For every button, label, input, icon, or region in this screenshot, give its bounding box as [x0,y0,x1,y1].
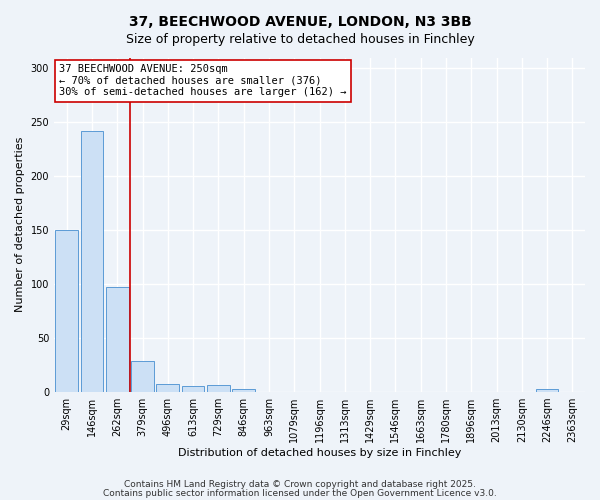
Text: 37 BEECHWOOD AVENUE: 250sqm
← 70% of detached houses are smaller (376)
30% of se: 37 BEECHWOOD AVENUE: 250sqm ← 70% of det… [59,64,347,98]
Bar [131,362,154,392]
Bar [157,384,179,392]
Bar [55,230,78,392]
Bar [106,287,128,392]
Bar [182,386,205,392]
Bar [207,385,230,392]
Text: Contains HM Land Registry data © Crown copyright and database right 2025.: Contains HM Land Registry data © Crown c… [124,480,476,489]
Text: Size of property relative to detached houses in Finchley: Size of property relative to detached ho… [125,32,475,46]
Bar [80,131,103,392]
Bar [536,390,559,392]
Text: Contains public sector information licensed under the Open Government Licence v3: Contains public sector information licen… [103,488,497,498]
Text: 37, BEECHWOOD AVENUE, LONDON, N3 3BB: 37, BEECHWOOD AVENUE, LONDON, N3 3BB [128,15,472,29]
X-axis label: Distribution of detached houses by size in Finchley: Distribution of detached houses by size … [178,448,461,458]
Y-axis label: Number of detached properties: Number of detached properties [15,137,25,312]
Bar [232,390,255,392]
